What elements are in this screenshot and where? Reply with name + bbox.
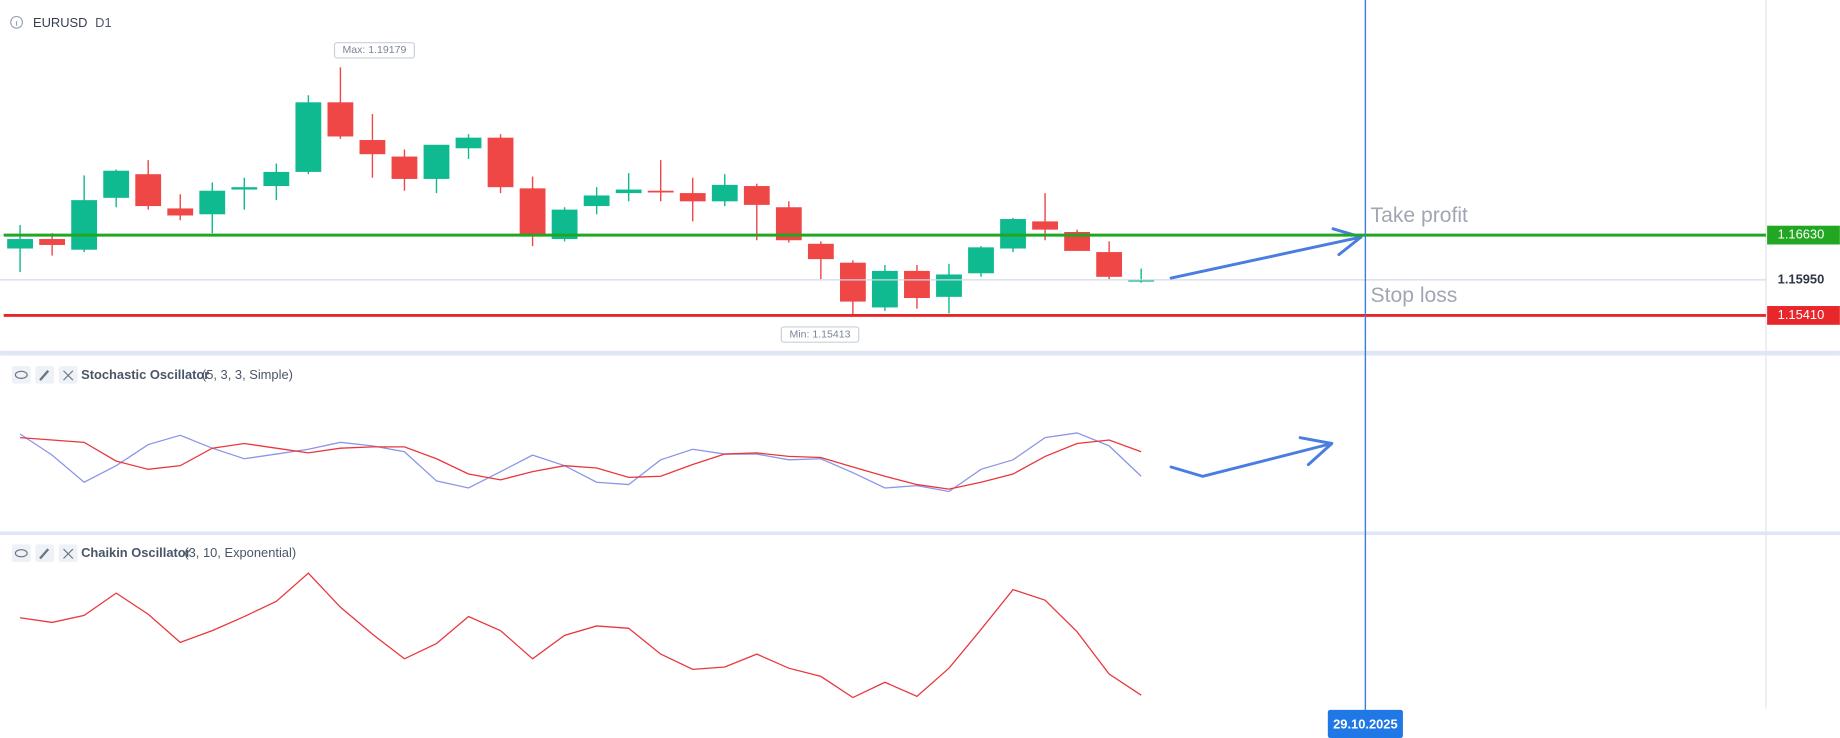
candle-body (1096, 252, 1123, 277)
min-label: Min: 1.15413 (790, 328, 851, 340)
series-line (19, 572, 1142, 699)
candle-body (167, 208, 194, 216)
price-line-label: 1.16630 (1778, 227, 1825, 242)
arrow (1169, 436, 1334, 478)
crosshair-date: 29.10.2025 (1333, 717, 1398, 732)
candle-body (679, 193, 706, 202)
candle-body (583, 195, 610, 207)
indicator-toolbar: Chaikin Oscillator (3, 10, Exponential) (11, 544, 296, 563)
current-price-bg (1767, 270, 1840, 290)
candle-body (487, 137, 514, 188)
indicator-title: Stochastic Oscillator (81, 367, 209, 382)
eye-icon (14, 549, 28, 558)
indicator-params: (3, 10, Exponential) (184, 545, 296, 560)
max-label: Max: 1.19179 (342, 44, 406, 56)
candle-body (711, 184, 738, 202)
candle-body (455, 137, 482, 149)
candle-body (39, 239, 66, 245)
symbol: EURUSD (33, 15, 87, 30)
max-label-box (333, 42, 415, 59)
candle-body (135, 174, 162, 207)
candle-body (519, 188, 546, 235)
candle-body (103, 170, 130, 198)
candle-body (647, 190, 674, 193)
candle-body (199, 190, 226, 215)
price-line-tag (1767, 225, 1840, 245)
info-icon[interactable] (10, 15, 24, 29)
overlay-layer: Max: 1.19179 Min: 1.15413 1.15950 1.16630 Ta… (3, 0, 1840, 738)
candle-body (295, 102, 322, 172)
panel-divider (0, 531, 1840, 536)
candle-body (968, 247, 994, 274)
settings-icon (39, 369, 50, 381)
candle-body (807, 243, 834, 260)
candle-body (1032, 221, 1058, 230)
close-icon (63, 370, 74, 381)
candle-body (1128, 279, 1155, 282)
candle-body (615, 189, 642, 194)
candle-body (872, 270, 898, 308)
indicator-params: (5, 3, 3, Simple) (202, 367, 293, 382)
current-price-label: 1.15950 (1778, 271, 1825, 286)
close-icon (63, 548, 74, 559)
panel-divider (0, 350, 1840, 356)
timeframe: D1 (95, 15, 111, 30)
settings-icon (39, 548, 50, 560)
candle-body (743, 186, 770, 205)
crosshair-date-box (1327, 709, 1403, 738)
candle-body (359, 140, 386, 155)
series-line (20, 436, 1142, 490)
price-line-name: Take profit (1371, 204, 1469, 227)
indicator-toolbar: Stochastic Oscillator (5, 3, 3, Simple) (11, 366, 293, 384)
candle-body (7, 239, 33, 249)
candle-body (263, 171, 290, 187)
price-line-tag (1767, 306, 1840, 325)
candle-body (71, 200, 98, 250)
eye-icon[interactable] (11, 544, 31, 563)
price-line-name: Stop loss (1371, 284, 1458, 307)
candle-body (904, 270, 930, 299)
indicator-title: Chaikin Oscillator (81, 545, 191, 560)
candle-body (1064, 232, 1091, 251)
candle-body (936, 274, 962, 297)
min-label-box (780, 326, 860, 343)
eye-icon[interactable] (11, 366, 31, 384)
eye-icon (14, 370, 28, 379)
candle-body (391, 156, 418, 179)
price-line-label: 1.15410 (1778, 307, 1825, 322)
candle-body (839, 262, 866, 302)
arrow (1169, 227, 1363, 280)
drawing-arrows (1169, 227, 1363, 478)
candle-body (423, 144, 450, 179)
candle-body (231, 187, 258, 190)
candle-body (327, 102, 354, 137)
